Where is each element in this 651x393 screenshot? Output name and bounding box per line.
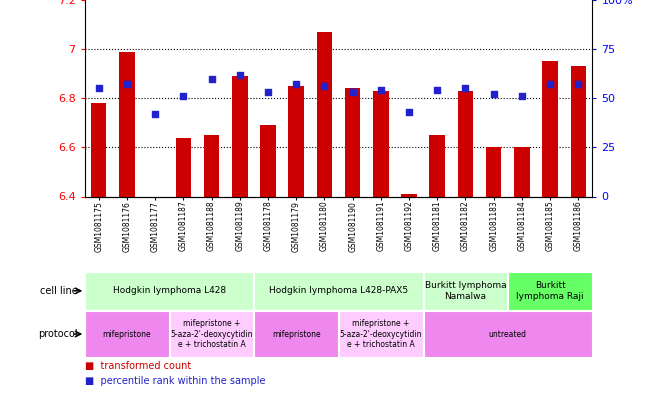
Point [178, 93, 189, 99]
Text: mifepristone: mifepristone [272, 330, 320, 338]
Text: protocol: protocol [38, 329, 78, 339]
Bar [514, 147, 530, 196]
Point [545, 81, 555, 88]
Bar [424, 272, 507, 310]
Point [488, 91, 499, 97]
Bar [288, 86, 304, 196]
Bar [204, 135, 219, 196]
Bar [508, 272, 592, 310]
Text: Hodgkin lymphoma L428-PAX5: Hodgkin lymphoma L428-PAX5 [269, 286, 408, 295]
Bar [119, 51, 135, 196]
Point [291, 81, 301, 88]
Point [94, 85, 104, 92]
Point [404, 109, 414, 115]
Bar [255, 272, 422, 310]
Point [122, 81, 132, 88]
Bar [486, 147, 501, 196]
Bar [401, 194, 417, 196]
Bar [91, 103, 107, 196]
Point [150, 111, 160, 117]
Point [263, 89, 273, 95]
Bar [316, 32, 332, 196]
Bar [85, 272, 253, 310]
Bar [255, 311, 338, 357]
Point [460, 85, 471, 92]
Text: mifepristone +
5-aza-2'-deoxycytidin
e + trichostatin A: mifepristone + 5-aza-2'-deoxycytidin e +… [340, 319, 422, 349]
Point [573, 81, 583, 88]
Point [432, 87, 443, 94]
Point [517, 93, 527, 99]
Point [206, 75, 217, 82]
Point [376, 87, 386, 94]
Bar [345, 88, 361, 196]
Text: Hodgkin lymphoma L428: Hodgkin lymphoma L428 [113, 286, 226, 295]
Bar [570, 66, 586, 196]
Text: Burkitt lymphoma
Namalwa: Burkitt lymphoma Namalwa [424, 281, 506, 301]
Bar [339, 311, 422, 357]
Text: cell line: cell line [40, 286, 78, 296]
Text: mifepristone +
5-aza-2'-deoxycytidin
e + trichostatin A: mifepristone + 5-aza-2'-deoxycytidin e +… [171, 319, 253, 349]
Bar [232, 76, 247, 196]
Bar [85, 311, 169, 357]
Text: mifepristone: mifepristone [103, 330, 151, 338]
Bar [260, 125, 276, 196]
Bar [176, 138, 191, 196]
Bar [373, 91, 389, 196]
Bar [424, 311, 592, 357]
Point [234, 72, 245, 78]
Point [319, 83, 329, 90]
Text: untreated: untreated [489, 330, 527, 338]
Point [348, 89, 358, 95]
Bar [458, 91, 473, 196]
Text: ■  percentile rank within the sample: ■ percentile rank within the sample [85, 376, 265, 386]
Bar [430, 135, 445, 196]
Text: Burkitt
lymphoma Raji: Burkitt lymphoma Raji [516, 281, 584, 301]
Text: ■  transformed count: ■ transformed count [85, 361, 191, 371]
Bar [147, 196, 163, 199]
Bar [542, 61, 558, 196]
Bar [170, 311, 253, 357]
